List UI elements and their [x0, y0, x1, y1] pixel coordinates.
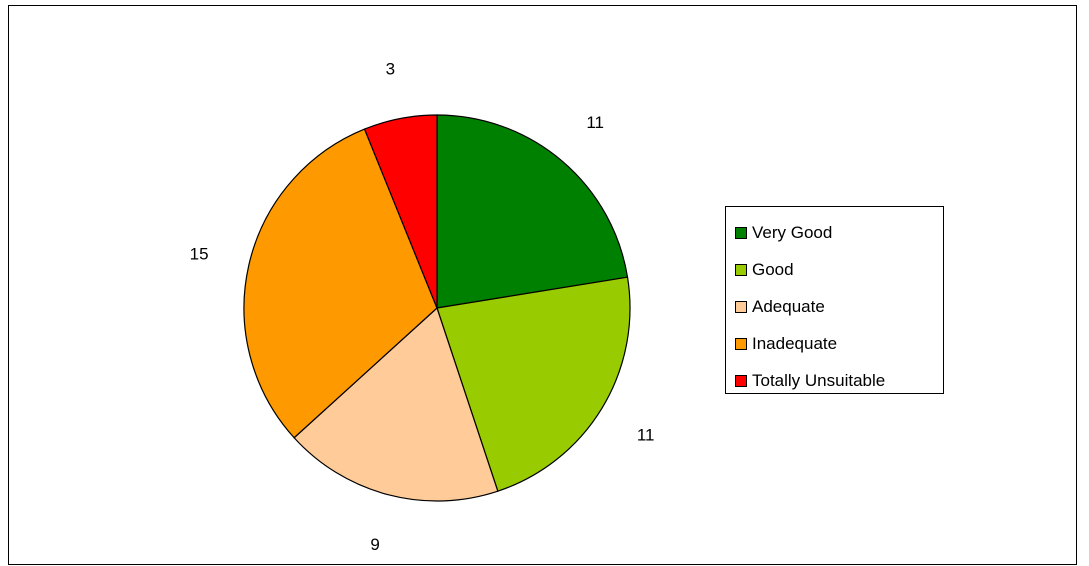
- legend-label: Adequate: [752, 296, 825, 316]
- legend-item-totally-unsuitable: Totally Unsuitable: [735, 362, 943, 399]
- pie-slices: [243, 114, 631, 502]
- legend-swatch: [735, 374, 747, 387]
- legend-swatch: [735, 226, 747, 239]
- legend-label: Very Good: [752, 222, 833, 242]
- pie-chart: 11 11 9 15 3: [190, 60, 655, 555]
- pie-slice-very-good: [436, 114, 629, 309]
- legend-swatch: [735, 300, 747, 313]
- chart-area: 11 11 9 15 3 Very Good Good Adequate Inadequ…: [8, 5, 1077, 565]
- pie-slice-adequate: [293, 306, 499, 502]
- data-label-totally-unsuitable: 3: [386, 60, 395, 79]
- data-label-inadequate: 15: [190, 245, 209, 264]
- data-label-very-good: 11: [586, 113, 604, 132]
- legend-item-very-good: Very Good: [735, 214, 943, 251]
- pie-slice-good: [436, 276, 631, 492]
- legend-label: Good: [752, 259, 794, 279]
- legend-item-good: Good: [735, 251, 943, 288]
- legend-swatch: [735, 263, 747, 276]
- pie-data-labels: 11 11 9 15 3: [190, 60, 655, 555]
- legend-swatch: [735, 337, 747, 350]
- pie-slice-totally-unsuitable: [363, 114, 438, 309]
- data-label-good: 11: [637, 426, 655, 445]
- legend-item-inadequate: Inadequate: [735, 325, 943, 362]
- pie-slice-inadequate: [243, 128, 438, 439]
- legend-item-adequate: Adequate: [735, 288, 943, 325]
- legend: Very Good Good Adequate Inadequate Total…: [725, 206, 944, 394]
- data-label-adequate: 9: [370, 535, 379, 554]
- legend-label: Inadequate: [752, 333, 838, 353]
- legend-label: Totally Unsuitable: [752, 370, 886, 390]
